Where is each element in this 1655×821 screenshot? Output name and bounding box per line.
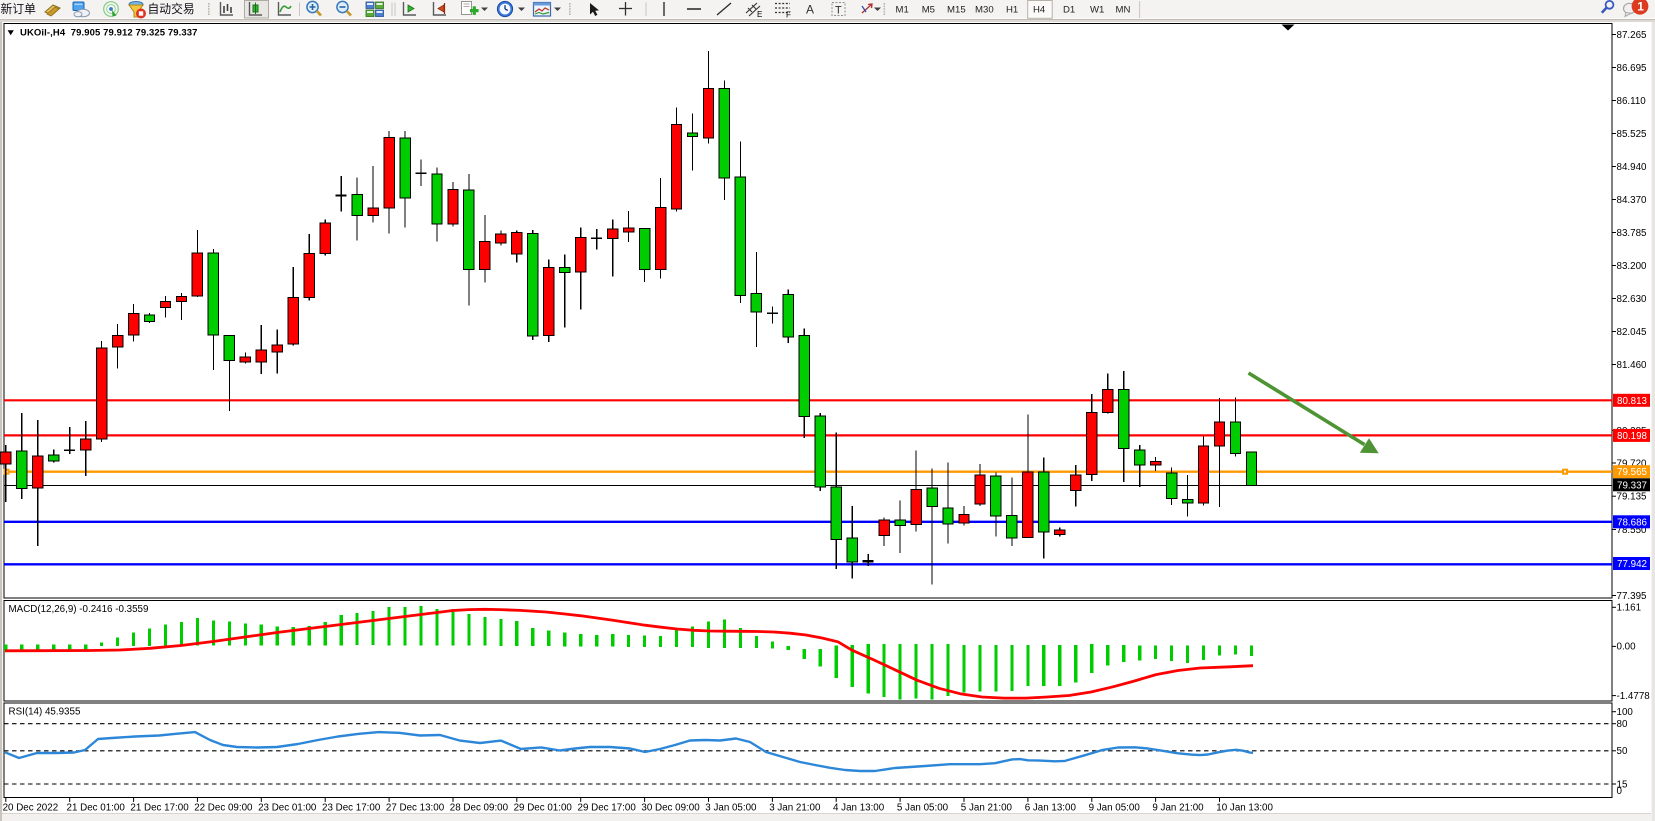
svg-text:RSI(14) 45.9355: RSI(14) 45.9355: [9, 707, 81, 718]
svg-text:81.460: 81.460: [1617, 360, 1648, 371]
svg-text:3 Jan 05:00: 3 Jan 05:00: [705, 803, 757, 814]
svg-text:30 Dec 09:00: 30 Dec 09:00: [641, 803, 700, 814]
svg-text:79.337: 79.337: [1617, 480, 1647, 491]
svg-text:77.395: 77.395: [1617, 591, 1648, 602]
svg-text:22 Dec 09:00: 22 Dec 09:00: [194, 803, 253, 814]
svg-text:MACD(12,26,9) -0.2416 -0.3559: MACD(12,26,9) -0.2416 -0.3559: [9, 604, 149, 615]
svg-text:79.565: 79.565: [1617, 467, 1648, 478]
svg-text:78.686: 78.686: [1617, 517, 1648, 528]
svg-text:UKOil-,H4 79.905 79.912 79.32: UKOil-,H4 79.905 79.912 79.325 79.337: [20, 27, 198, 38]
svg-text:21 Dec 01:00: 21 Dec 01:00: [67, 803, 126, 814]
svg-text:M15: M15: [947, 5, 966, 16]
svg-text:新订单: 新订单: [1, 2, 37, 16]
svg-text:80: 80: [1617, 719, 1628, 730]
svg-text:W1: W1: [1090, 5, 1104, 16]
svg-text:E: E: [757, 10, 762, 19]
svg-text:21 Dec 17:00: 21 Dec 17:00: [130, 803, 189, 814]
svg-text:-1.4778: -1.4778: [1617, 691, 1651, 702]
svg-text:F: F: [786, 11, 791, 20]
svg-text:80.198: 80.198: [1617, 431, 1648, 442]
svg-text:1: 1: [1637, 0, 1644, 14]
svg-text:77.942: 77.942: [1617, 559, 1647, 570]
svg-text:M1: M1: [896, 5, 909, 16]
svg-text:79.135: 79.135: [1617, 492, 1648, 503]
svg-text:1.161: 1.161: [1617, 603, 1642, 614]
svg-text:4 Jan 13:00: 4 Jan 13:00: [833, 803, 885, 814]
svg-text:5 Jan 05:00: 5 Jan 05:00: [897, 803, 949, 814]
svg-text:A: A: [806, 3, 814, 17]
svg-text:86.110: 86.110: [1617, 96, 1647, 107]
svg-text:23 Dec 17:00: 23 Dec 17:00: [322, 803, 381, 814]
svg-text:20 Dec 2022: 20 Dec 2022: [3, 803, 59, 814]
svg-text:6 Jan 13:00: 6 Jan 13:00: [1025, 803, 1077, 814]
svg-text:82.630: 82.630: [1617, 294, 1648, 305]
svg-text:29 Dec 17:00: 29 Dec 17:00: [578, 803, 637, 814]
svg-text:MN: MN: [1116, 5, 1131, 16]
svg-text:87.265: 87.265: [1617, 30, 1648, 41]
svg-text:78.550: 78.550: [1617, 525, 1648, 536]
svg-text:10 Jan 13:00: 10 Jan 13:00: [1216, 803, 1273, 814]
svg-text:85.525: 85.525: [1617, 129, 1648, 140]
svg-text:T: T: [835, 5, 842, 17]
svg-text:9 Jan 05:00: 9 Jan 05:00: [1089, 803, 1141, 814]
svg-text:84.370: 84.370: [1617, 195, 1648, 206]
svg-text:28 Dec 09:00: 28 Dec 09:00: [450, 803, 509, 814]
svg-text:79.720: 79.720: [1617, 458, 1648, 469]
svg-text:83.200: 83.200: [1617, 261, 1648, 272]
svg-text:29 Dec 01:00: 29 Dec 01:00: [514, 803, 573, 814]
svg-text:0.00: 0.00: [1617, 642, 1637, 653]
svg-text:27 Dec 13:00: 27 Dec 13:00: [386, 803, 445, 814]
svg-text:15: 15: [1617, 779, 1628, 790]
svg-text:100: 100: [1617, 707, 1634, 718]
svg-text:86.695: 86.695: [1617, 63, 1648, 74]
svg-text:M5: M5: [922, 5, 935, 16]
svg-text:H4: H4: [1033, 5, 1046, 16]
svg-text:50: 50: [1617, 746, 1628, 757]
svg-text:H1: H1: [1006, 5, 1018, 16]
svg-text:83.785: 83.785: [1617, 228, 1648, 239]
svg-text:M30: M30: [975, 5, 994, 16]
svg-text:84.940: 84.940: [1617, 162, 1648, 173]
svg-text:0: 0: [1617, 786, 1623, 797]
svg-text:D1: D1: [1063, 5, 1075, 16]
svg-text:23 Dec 01:00: 23 Dec 01:00: [258, 803, 317, 814]
svg-text:5 Jan 21:00: 5 Jan 21:00: [961, 803, 1013, 814]
svg-text:82.045: 82.045: [1617, 327, 1648, 338]
svg-text:3 Jan 21:00: 3 Jan 21:00: [769, 803, 821, 814]
svg-text:9 Jan 21:00: 9 Jan 21:00: [1152, 803, 1204, 814]
svg-text:自动交易: 自动交易: [148, 2, 195, 16]
svg-text:80.813: 80.813: [1617, 396, 1648, 407]
